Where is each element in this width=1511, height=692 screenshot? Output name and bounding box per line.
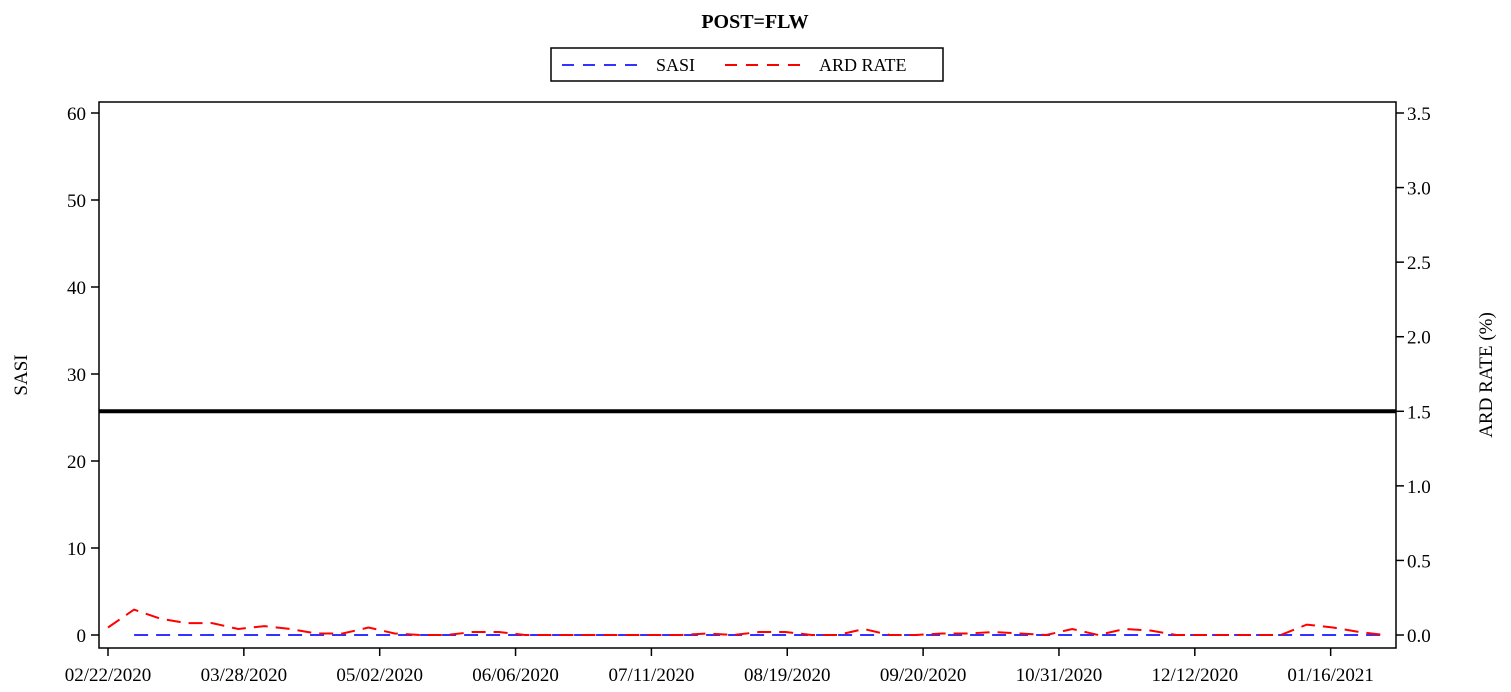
legend-sasi-label: SASI	[656, 55, 695, 75]
y-right-tick-label: 3.5	[1407, 104, 1431, 125]
y-left-tick-label: 30	[67, 365, 86, 386]
x-tick-label: 12/12/2020	[1152, 665, 1239, 686]
y-right-tick-label: 3.0	[1407, 179, 1431, 200]
y-right-tick-label: 2.5	[1407, 253, 1431, 274]
legend: SASI ARD RATE	[550, 47, 944, 82]
plot-frame	[98, 101, 1397, 649]
y-left-tick-label: 60	[67, 104, 86, 125]
x-tick-label: 06/06/2020	[472, 665, 559, 686]
series-line-ard-rate	[107, 608, 1386, 637]
y-left-axis-label: SASI	[11, 354, 32, 395]
y-left-tick-label: 10	[67, 539, 86, 560]
y-right-tick-label: 1.5	[1407, 402, 1431, 423]
y-left-axis: 0 10 20 30 40 50 60	[67, 104, 99, 647]
x-tick-label: 05/02/2020	[336, 665, 423, 686]
x-tick-label: 01/16/2021	[1287, 665, 1374, 686]
x-tick-label: 08/19/2020	[744, 665, 831, 686]
x-tick-label: 03/28/2020	[201, 665, 288, 686]
y-right-tick-label: 0.0	[1407, 626, 1431, 647]
y-right-tick-label: 2.0	[1407, 328, 1431, 349]
series-layer	[107, 608, 1386, 637]
y-right-axis: 0.0 0.5 1.0 1.5 2.0 2.5 3.0 3.5	[1396, 104, 1431, 647]
y-left-tick-label: 20	[67, 452, 86, 473]
y-right-axis-label: ARD RATE (%)	[1476, 312, 1497, 438]
x-axis: 02/22/2020 03/28/2020 05/02/2020 06/06/2020…	[65, 648, 1374, 686]
y-left-tick-label: 40	[67, 278, 86, 299]
x-tick-label: 02/22/2020	[65, 665, 152, 686]
x-tick-label: 09/20/2020	[880, 665, 967, 686]
y-left-tick-label: 50	[67, 191, 86, 212]
legend-ard-rate-label: ARD RATE	[819, 55, 907, 75]
y-right-tick-label: 0.5	[1407, 551, 1431, 572]
x-tick-label: 10/31/2020	[1016, 665, 1103, 686]
y-right-tick-label: 1.0	[1407, 477, 1431, 498]
y-left-tick-label: 0	[77, 626, 87, 647]
chart-title: POST=FLW	[701, 11, 808, 33]
x-tick-label: 07/11/2020	[608, 665, 694, 686]
